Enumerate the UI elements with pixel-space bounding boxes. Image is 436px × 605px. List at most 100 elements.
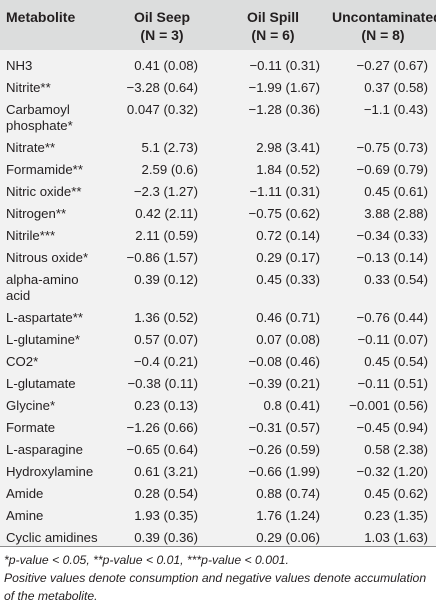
oil-spill-value: −0.08 (0.46) [248,354,320,369]
table-row: L-glutamine* 0.57 (0.07) 0.07 (0.08) −0.… [0,329,436,351]
oil-seep-value: −0.38 (0.11) [127,376,198,391]
uncontaminated-value: −0.13 (0.14) [356,250,428,265]
table-row: Formate −1.26 (0.66) −0.31 (0.57) −0.45 … [0,417,436,439]
oil-seep-value: 0.41 (0.08) [134,58,198,73]
oil-seep-value: 0.57 (0.07) [134,332,198,347]
table-row: Amide 0.28 (0.54) 0.88 (0.74) 0.45 (0.62… [0,483,436,505]
oil-seep-value: −2.3 (1.27) [133,184,198,199]
table-row: Cyclic amidines 0.39 (0.36) 0.29 (0.06) … [0,527,436,565]
header-uncontaminated: Uncontaminated (N = 8) [332,8,436,44]
oil-spill-value: 0.29 (0.06) [256,530,320,545]
significance-footnote: *p-value < 0.05, **p-value < 0.01, ***p-… [4,553,289,567]
metabolite-name: alpha-amino acid [6,272,79,303]
oil-spill-value: 0.46 (0.71) [256,310,320,325]
oil-seep-value: 5.1 (2.73) [141,140,198,155]
uncontaminated-value: −0.45 (0.94) [356,420,428,435]
uncontaminated-value: −0.27 (0.67) [356,58,428,73]
oil-seep-value: 0.39 (0.36) [134,530,198,545]
header-oil-seep-label: Oil Seep [133,9,191,25]
oil-spill-value: −0.66 (1.99) [248,464,320,479]
metabolite-name: Amide [6,486,44,501]
oil-seep-value: 2.59 (0.6) [141,162,198,177]
uncontaminated-value: −0.001 (0.56) [349,398,428,413]
table-row: CO2* −0.4 (0.21) −0.08 (0.46) 0.45 (0.54… [0,351,436,373]
header-oil-spill: Oil Spill (N = 6) [218,8,328,44]
uncontaminated-value: 0.37 (0.58) [364,80,428,95]
table-row: Hydroxylamine 0.61 (3.21) −0.66 (1.99) −… [0,461,436,483]
metabolite-name: L-asparagine [6,442,83,457]
oil-seep-value: −1.26 (0.66) [126,420,198,435]
oil-spill-value: −0.75 (0.62) [248,206,320,221]
metabolite-name: NH3 [6,58,33,73]
header-oil-spill-label: Oil Spill [246,9,300,25]
oil-spill-value: 1.76 (1.24) [256,508,320,523]
uncontaminated-value: −0.34 (0.33) [356,228,428,243]
uncontaminated-value: −0.11 (0.51) [357,376,428,391]
oil-spill-value: 1.84 (0.52) [256,162,320,177]
table-row: Amine 1.93 (0.35) 1.76 (1.24) 0.23 (1.35… [0,505,436,527]
metabolite-table: Metabolite Oil Seep (N = 3) Oil Spill (N… [0,0,436,546]
metabolite-name: Hydroxylamine [6,464,94,479]
header-oil-seep: Oil Seep (N = 3) [108,8,216,44]
table-row: Nitrous oxide* −0.86 (1.57) 0.29 (0.17) … [0,247,436,269]
uncontaminated-value: −0.76 (0.44) [356,310,428,325]
metabolite-name: Amine [6,508,44,523]
metabolite-name: Nitric oxide** [6,184,82,199]
oil-spill-value: 0.88 (0.74) [256,486,320,501]
table-row: alpha-amino acid 0.39 (0.12) 0.45 (0.33)… [0,269,436,307]
oil-seep-value: −0.86 (1.57) [126,250,198,265]
table-row: L-aspartate** 1.36 (0.52) 0.46 (0.71) −0… [0,307,436,329]
table-row: L-glutamate −0.38 (0.11) −0.39 (0.21) −0… [0,373,436,395]
table-row: NH3 0.41 (0.08) −0.11 (0.31) −0.27 (0.67… [0,55,436,77]
metabolite-name: L-aspartate** [6,310,83,325]
metabolite-name: Nitrite** [6,80,51,95]
oil-seep-value: −0.65 (0.64) [126,442,198,457]
metabolite-name: Nitrous oxide* [6,250,89,265]
uncontaminated-value: −0.11 (0.07) [357,332,428,347]
metabolite-name: Glycine* [6,398,56,413]
table-row: Nitrite** −3.28 (0.64) −1.99 (1.67) 0.37… [0,77,436,99]
uncontaminated-value: −0.69 (0.79) [356,162,428,177]
table-body: NH3 0.41 (0.08) −0.11 (0.31) −0.27 (0.67… [0,50,436,546]
oil-seep-value: 1.93 (0.35) [134,508,198,523]
header-metabolite: Metabolite [6,9,76,25]
oil-spill-value: −0.39 (0.21) [248,376,320,391]
header-oil-seep-n: (N = 3) [140,27,184,43]
uncontaminated-value: 0.45 (0.61) [364,184,428,199]
table-row: Nitrile*** 2.11 (0.59) 0.72 (0.14) −0.34… [0,225,436,247]
uncontaminated-value: 0.45 (0.62) [364,486,428,501]
oil-seep-value: 0.28 (0.54) [134,486,198,501]
table-footnotes: *p-value < 0.05, **p-value < 0.01, ***p-… [0,546,436,605]
header-oil-spill-n: (N = 6) [251,27,295,43]
table-header: Metabolite Oil Seep (N = 3) Oil Spill (N… [0,0,436,50]
oil-seep-value: −3.28 (0.64) [126,80,198,95]
uncontaminated-value: −1.1 (0.43) [363,102,428,117]
table-row: Carbamoyl phosphate* 0.047 (0.32) −1.28 … [0,99,436,137]
oil-seep-value: 2.11 (0.59) [135,228,198,243]
metabolite-name: Carbamoyl phosphate* [6,102,73,133]
oil-spill-value: −1.11 (0.31) [249,184,320,199]
table-row: Nitrogen** 0.42 (2.11) −0.75 (0.62) 3.88… [0,203,436,225]
table-row: Nitric oxide** −2.3 (1.27) −1.11 (0.31) … [0,181,436,203]
uncontaminated-value: 0.58 (2.38) [364,442,428,457]
metabolite-name: CO2* [6,354,39,369]
uncontaminated-value: 0.33 (0.54) [364,272,428,287]
metabolite-name: Cyclic amidines [6,530,98,545]
header-uncontaminated-n: (N = 8) [361,27,405,43]
header-uncontaminated-label: Uncontaminated [332,9,436,25]
oil-spill-value: −1.28 (0.36) [248,102,320,117]
uncontaminated-value: 0.23 (1.35) [364,508,428,523]
metabolite-name: L-glutamate [6,376,76,391]
oil-spill-value: 0.07 (0.08) [256,332,320,347]
table-row: Nitrate** 5.1 (2.73) 2.98 (3.41) −0.75 (… [0,137,436,159]
metabolite-name: Nitrogen** [6,206,67,221]
table-row: L-asparagine −0.65 (0.64) −0.26 (0.59) 0… [0,439,436,461]
uncontaminated-value: −0.32 (1.20) [356,464,428,479]
oil-seep-value: 1.36 (0.52) [134,310,198,325]
table-row: Formamide** 2.59 (0.6) 1.84 (0.52) −0.69… [0,159,436,181]
oil-seep-value: −0.4 (0.21) [133,354,198,369]
oil-spill-value: 0.8 (0.41) [263,398,320,413]
oil-spill-value: 0.45 (0.33) [256,272,320,287]
oil-seep-value: 0.23 (0.13) [134,398,198,413]
table-row: Glycine* 0.23 (0.13) 0.8 (0.41) −0.001 (… [0,395,436,417]
